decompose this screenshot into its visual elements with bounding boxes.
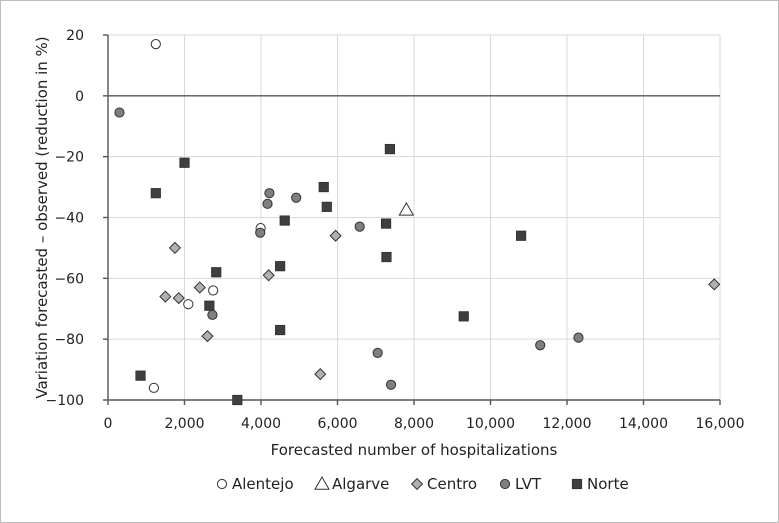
legend-marker-norte bbox=[571, 478, 583, 490]
data-point-norte bbox=[381, 251, 392, 263]
data-point-centro bbox=[262, 269, 275, 282]
y-tick-label: 0 bbox=[75, 89, 84, 105]
data-point-norte bbox=[458, 311, 469, 322]
x-tick-label: 12,000 bbox=[543, 416, 592, 432]
axes bbox=[103, 34, 721, 405]
legend-marker-algarve bbox=[314, 475, 330, 490]
y-tick-label: −20 bbox=[54, 150, 84, 166]
data-point-centro bbox=[193, 281, 206, 294]
y-tick-labels: −100 −80 −60 −40 −20 0 20 bbox=[46, 28, 84, 409]
legend-marker-alentejo bbox=[216, 478, 228, 490]
data-point-lvt bbox=[573, 332, 584, 343]
data-point-norte bbox=[204, 300, 215, 311]
data-point-lvt bbox=[255, 227, 266, 238]
data-point-lvt bbox=[535, 340, 546, 351]
legend-item-alentejo: Alentejo bbox=[216, 475, 294, 493]
legend: Alentejo Algarve Centro LVT Norte bbox=[216, 475, 629, 493]
y-tick-label: 20 bbox=[66, 28, 84, 44]
data-point-lvt bbox=[207, 309, 218, 320]
y-tick-label: −60 bbox=[54, 271, 84, 287]
data-point-centro bbox=[159, 290, 172, 303]
data-point-lvt bbox=[354, 221, 365, 232]
legend-label-norte: Norte bbox=[587, 475, 629, 493]
legend-label-algarve: Algarve bbox=[332, 475, 389, 493]
legend-label-lvt: LVT bbox=[515, 475, 542, 493]
data-point-centro bbox=[708, 278, 721, 291]
data-point-centro bbox=[201, 330, 214, 343]
data-point-lvt bbox=[385, 379, 397, 390]
data-point-norte bbox=[279, 215, 290, 226]
data-point-norte bbox=[275, 261, 286, 272]
legend-label-alentejo: Alentejo bbox=[232, 475, 294, 493]
x-tick-label: 0 bbox=[104, 416, 113, 432]
x-tick-label: 16,000 bbox=[696, 416, 745, 432]
data-point-alentejo bbox=[208, 285, 219, 296]
data-point-lvt bbox=[114, 107, 125, 118]
data-point-norte bbox=[135, 370, 146, 381]
data-point-norte bbox=[516, 230, 527, 241]
y-tick-label: −40 bbox=[54, 211, 84, 227]
y-axis-label: Variation forecasted – observed (reducti… bbox=[33, 36, 51, 398]
data-point-norte bbox=[384, 143, 396, 155]
legend-item-algarve: Algarve bbox=[314, 475, 389, 493]
data-point-lvt bbox=[372, 347, 383, 358]
data-point-centro bbox=[329, 229, 342, 242]
x-tick-label: 2,000 bbox=[164, 416, 204, 432]
data-point-alentejo bbox=[148, 382, 159, 393]
x-tick-label: 8,000 bbox=[394, 416, 434, 432]
data-points bbox=[114, 39, 721, 406]
data-point-lvt bbox=[264, 188, 275, 199]
legend-item-centro: Centro bbox=[410, 475, 477, 493]
y-tick-label: −80 bbox=[54, 332, 84, 348]
data-point-lvt bbox=[291, 192, 302, 203]
x-tick-labels: 0 2,000 4,000 6,000 8,000 10,000 12,000 14,000 1… bbox=[104, 416, 745, 432]
data-point-centro bbox=[172, 291, 185, 305]
data-point-norte bbox=[179, 157, 190, 168]
legend-marker-lvt bbox=[499, 478, 511, 490]
data-point-algarve bbox=[398, 201, 415, 216]
data-point-alentejo bbox=[183, 299, 194, 310]
data-point-alentejo bbox=[150, 39, 161, 50]
x-tick-label: 6,000 bbox=[317, 416, 357, 432]
data-point-norte bbox=[211, 267, 222, 278]
data-point-lvt bbox=[262, 198, 273, 209]
x-tick-label: 4,000 bbox=[241, 416, 281, 432]
data-point-norte bbox=[275, 324, 286, 336]
data-point-norte bbox=[321, 201, 332, 212]
legend-label-centro: Centro bbox=[427, 475, 477, 493]
data-point-norte bbox=[380, 218, 392, 229]
data-point-norte bbox=[232, 394, 243, 406]
legend-item-lvt: LVT bbox=[499, 475, 542, 493]
y-tick-label: −100 bbox=[46, 393, 84, 409]
data-point-norte bbox=[150, 188, 161, 199]
legend-item-norte: Norte bbox=[571, 475, 629, 493]
x-tick-label: 14,000 bbox=[619, 416, 668, 432]
data-point-centro bbox=[168, 241, 182, 255]
data-point-norte bbox=[318, 181, 329, 193]
x-axis-label: Forecasted number of hospitalizations bbox=[271, 441, 558, 459]
data-point-centro bbox=[314, 368, 327, 381]
x-tick-label: 10,000 bbox=[466, 416, 515, 432]
legend-marker-centro bbox=[410, 477, 424, 491]
